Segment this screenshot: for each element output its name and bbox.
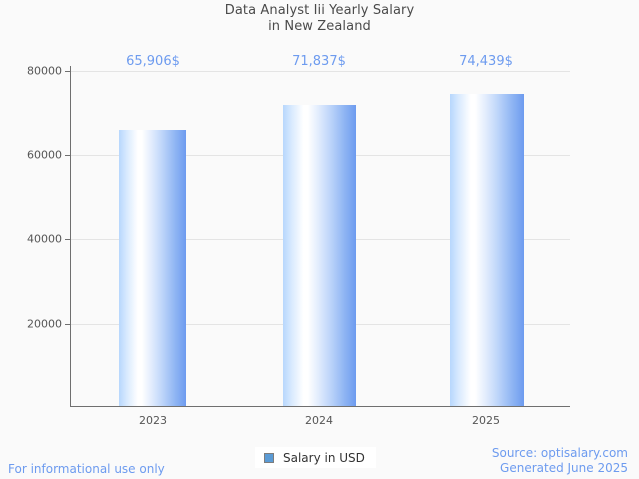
legend-swatch-icon — [264, 452, 274, 463]
y-tick-label-80000: 80000 — [27, 64, 62, 78]
chart-title-line1: Data Analyst Iii Yearly Salary — [224, 3, 415, 18]
x-tick-label-2023: 2023 — [139, 414, 167, 427]
chart-title: Data Analyst Iii Yearly Salary in New Ze… — [0, 3, 639, 35]
source-block: Source: optisalary.com Generated June 20… — [492, 446, 628, 476]
y-tick-mark-60000 — [65, 155, 71, 156]
y-tick-label-60000: 60000 — [27, 148, 62, 162]
bar-2024[interactable] — [283, 105, 356, 406]
chart-legend[interactable]: Salary in USD — [255, 447, 376, 468]
chart-title-line2: in New Zealand — [268, 19, 371, 34]
bar-2023[interactable] — [119, 130, 186, 406]
y-axis-line — [70, 66, 71, 407]
y-tick-mark-80000 — [65, 71, 71, 72]
x-tick-label-2025: 2025 — [472, 414, 500, 427]
legend-label-salary: Salary in USD — [283, 450, 365, 465]
x-tick-label-2024: 2024 — [305, 414, 333, 427]
value-label-2023: 65,906$ — [126, 54, 180, 69]
value-label-2025: 74,439$ — [459, 54, 513, 69]
bar-2025[interactable] — [450, 94, 524, 406]
plot-area — [71, 71, 570, 406]
disclaimer-text: For informational use only — [8, 462, 165, 476]
y-tick-label-40000: 40000 — [27, 232, 62, 246]
gridline-80000 — [71, 71, 570, 72]
y-tick-mark-40000 — [65, 239, 71, 240]
source-text: Source: optisalary.com — [491, 446, 628, 460]
generated-text: Generated June 2025 — [500, 461, 628, 475]
x-axis-line — [70, 406, 570, 407]
value-label-2024: 71,837$ — [292, 54, 346, 69]
y-tick-label-20000: 20000 — [27, 317, 62, 331]
y-tick-mark-20000 — [65, 324, 71, 325]
